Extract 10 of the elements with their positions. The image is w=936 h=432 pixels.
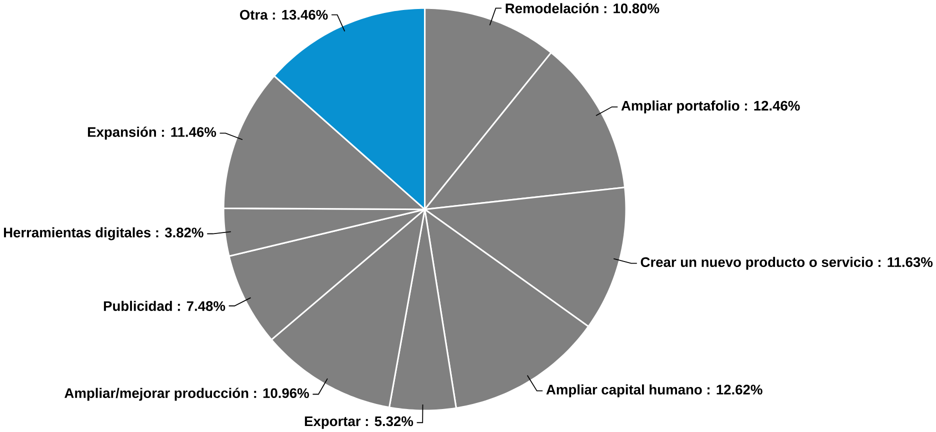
slice-label: Remodelación : 10.80% [506,3,660,14]
slice-label: Ampliar capital humano : 12.62% [546,384,762,398]
slice-label: Ampliar/mejorar producción : 10.96% [64,388,309,401]
slice-label: Herramientas digitales : 3.82% [4,227,204,240]
slice-label: Publicidad : 7.48% [104,300,226,311]
slice-label: Ampliar portafolio : 12.46% [621,100,800,114]
slice-label: Expansión : 11.46% [88,126,216,140]
slice-label: Exportar : 5.32% [304,416,414,429]
slice-label: Otra : 13.46% [240,10,328,20]
slice-label: Crear un nuevo producto o servicio : 11.63% [640,256,933,270]
